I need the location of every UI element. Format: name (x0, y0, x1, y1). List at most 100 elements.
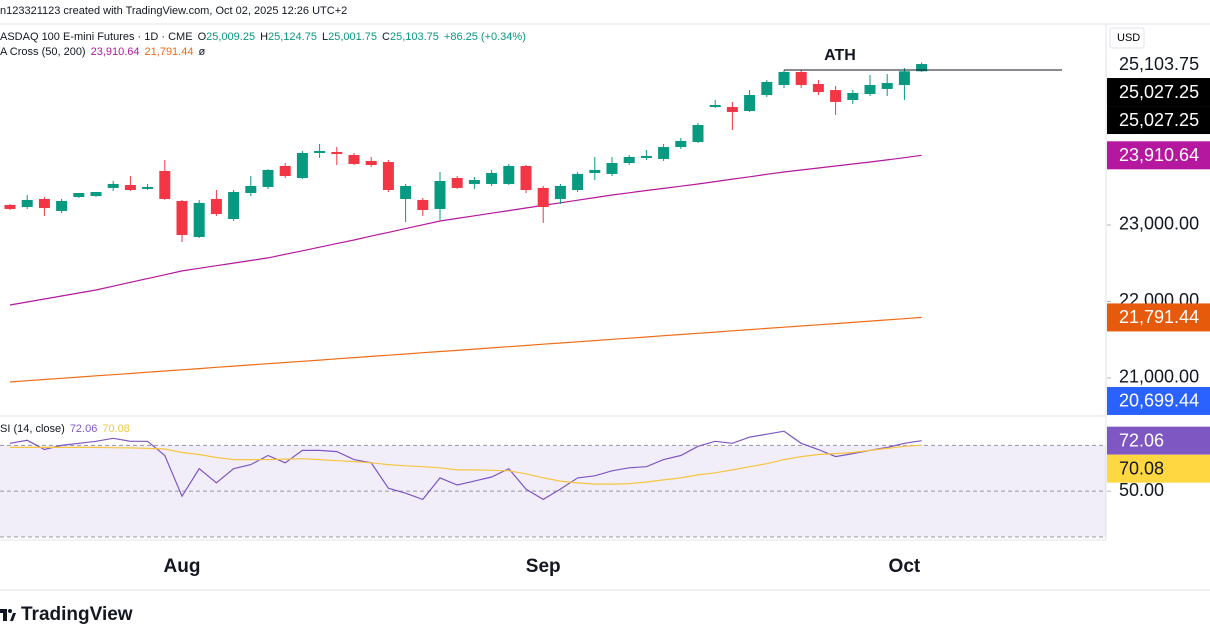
badge-label: 25,103.75 (1119, 54, 1199, 74)
candle-body (572, 173, 584, 191)
candle-body (830, 90, 842, 102)
indicator-value: 72.06 (69, 423, 98, 435)
candle-body (537, 187, 549, 207)
indicator-value: 21,791.44 (144, 46, 194, 58)
ohlc-item: L25,001.75 (322, 31, 377, 43)
logo-icon (0, 609, 16, 621)
x-tick-label: Oct (889, 556, 921, 577)
price-badge: 70.08 (1107, 454, 1210, 483)
candle-body (692, 124, 704, 142)
candle-body (812, 83, 824, 93)
candle-body (726, 107, 738, 112)
badge-label: 25,027.25 (1119, 110, 1199, 130)
price-badge: 25,027.25 (1107, 106, 1210, 135)
indicator-line (9, 430, 922, 501)
candle-body (864, 84, 876, 95)
badge-box (1107, 303, 1210, 332)
header-text: n123321123 created with TradingView.com,… (0, 5, 348, 17)
indicator-line (10, 444, 922, 485)
ohlc-item: C25,103.75 (382, 31, 439, 43)
candle-body (38, 198, 50, 208)
candle-body (279, 165, 291, 177)
candle-body (228, 192, 240, 220)
candle-body (658, 147, 670, 159)
candle-body (554, 185, 566, 199)
badge-label: 20,699.44 (1119, 391, 1199, 411)
candle-body (778, 71, 790, 85)
price-legend: ASDAQ 100 E-mini Futures · 1D · CME O25,… (0, 31, 526, 43)
candle-body (881, 82, 893, 89)
logo-part (10, 613, 16, 621)
candle-body (898, 71, 910, 85)
candle-body (331, 151, 343, 154)
candle-body (606, 163, 618, 174)
candle-body (262, 169, 274, 187)
badge-box (1107, 78, 1210, 107)
indicator-name: A Cross (50, 200) (0, 46, 86, 58)
logo-part (3, 609, 7, 621)
candle-body (107, 183, 119, 188)
candle-body (589, 169, 601, 173)
ma-legend: A Cross (50, 200) 23,910.64 21,791.44 ø (0, 46, 205, 58)
candle-body (365, 160, 377, 165)
candle-body (400, 185, 412, 199)
x-tick-label: Aug (164, 556, 201, 577)
candle-body (348, 154, 360, 165)
y-tick-label: 50.00 (1119, 480, 1164, 500)
candle-body (744, 94, 756, 111)
candle-body (124, 184, 136, 191)
currency-label: USD (1117, 32, 1140, 44)
ath-label: ATH (824, 47, 856, 64)
candle-body (56, 200, 68, 211)
indicator-line (9, 154, 922, 306)
ohlc-item: H25,124.75 (260, 31, 317, 43)
badge-box (1107, 454, 1210, 483)
badge-label: 21,791.44 (1119, 307, 1199, 327)
candle-body (245, 185, 257, 193)
indicator-suffix: ø (198, 46, 206, 58)
price-badge: 72.06 (1107, 426, 1210, 455)
x-tick-label: Sep (526, 556, 561, 577)
candle-body (193, 202, 205, 237)
price-badge: 23,910.64 (1107, 141, 1210, 170)
candle-body (916, 64, 928, 72)
candle-body (486, 172, 498, 184)
header: n123321123 created with TradingView.com,… (0, 5, 347, 17)
ohlc-value: 25,103.75 (389, 31, 439, 43)
badge-label: 70.08 (1119, 458, 1164, 478)
ohlc-key: L (321, 31, 329, 43)
candle-body (503, 165, 515, 184)
y-tick-label: 21,000.00 (1119, 367, 1199, 387)
badge-box (1107, 141, 1210, 170)
ohlc-key: O (197, 31, 207, 43)
price-badge: 25,027.25 (1107, 78, 1210, 107)
ohlc-value: 25,124.75 (268, 31, 317, 43)
candle-body (296, 152, 308, 179)
currency-box (1109, 27, 1145, 49)
symbol: ASDAQ 100 E-mini Futures · 1D · CME (0, 31, 193, 43)
indicator-line (9, 316, 922, 383)
price-badge: 21,791.44 (1107, 303, 1210, 332)
badge-box (1107, 426, 1210, 455)
badge-box (1107, 386, 1210, 415)
candle-body (434, 180, 446, 209)
candle-body (142, 186, 154, 189)
badge-box (1107, 106, 1210, 135)
candle-body (21, 199, 33, 207)
logo-text: TradingView (21, 604, 133, 625)
candle-body (417, 199, 429, 210)
logo-part (8, 609, 12, 613)
ohlc-value: 25,001.75 (328, 31, 378, 43)
ohlc-key: C (382, 31, 390, 43)
indicator-name: SI (14, close) (0, 423, 65, 435)
ohlc-item: O25,009.25 (198, 31, 256, 43)
badge-label: 72.06 (1119, 430, 1164, 450)
candle-body (709, 105, 721, 108)
price-badge: 25,103.75 (1107, 50, 1210, 79)
candle-body (210, 198, 222, 214)
candle-body (640, 155, 652, 158)
candle-body (314, 150, 326, 153)
candle-body (382, 162, 394, 191)
